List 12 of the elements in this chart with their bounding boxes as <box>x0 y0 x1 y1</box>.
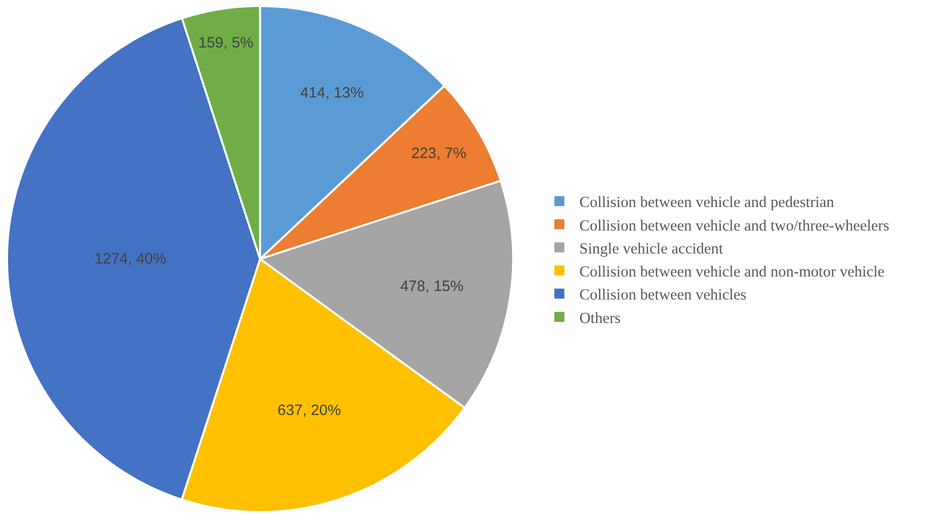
legend-label: Collision between vehicles <box>579 286 746 304</box>
legend-label: Collision between vehicle and non-motor vehicle <box>579 264 885 281</box>
data-label: 159, 5% <box>198 34 254 52</box>
legend-label: Others <box>579 310 621 327</box>
legend-label: Single vehicle accident <box>579 240 724 258</box>
legend-label: Collision between vehicle and pedestrian <box>579 194 834 212</box>
legend-label: Collision between vehicle and two/three-wheelers <box>579 217 890 234</box>
data-label: 478, 15% <box>400 278 464 295</box>
data-label: 1274, 40% <box>94 250 166 268</box>
data-label: 637, 20% <box>278 402 341 420</box>
data-label: 223, 7% <box>411 144 466 162</box>
data-label: 414, 13% <box>300 84 364 102</box>
